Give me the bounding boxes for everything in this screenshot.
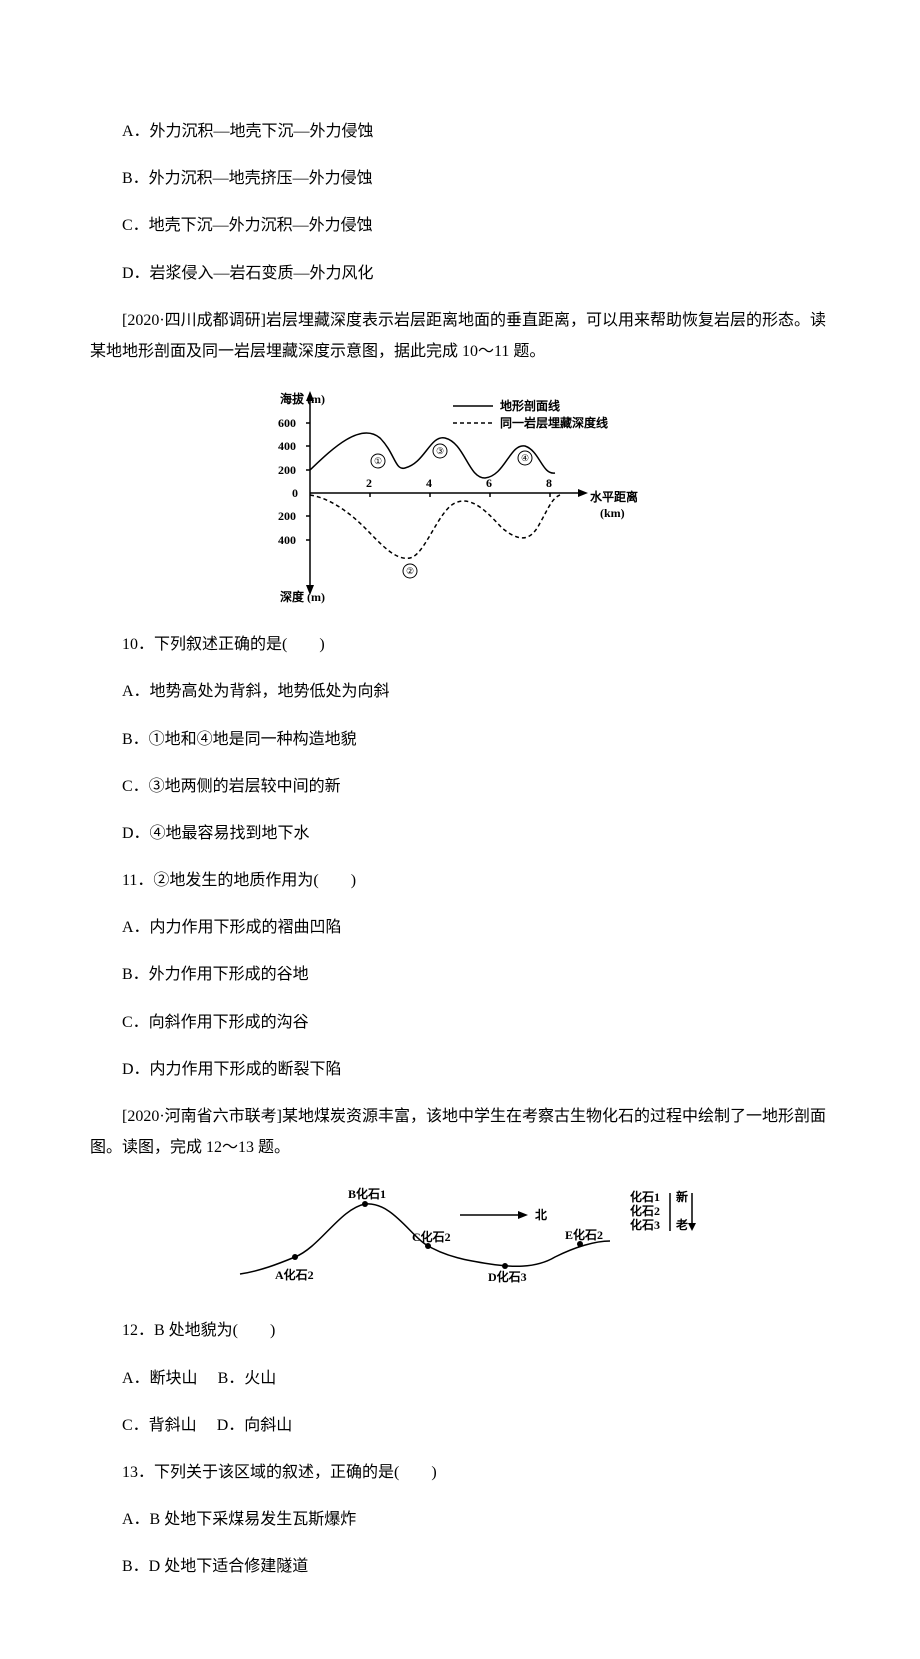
- q10-option-b: B．①地和④地是同一种构造地貌: [90, 724, 830, 755]
- fig2-point-c: C化石2: [412, 1229, 451, 1244]
- q10-option-a: A．地势高处为背斜，地势低处为向斜: [90, 676, 830, 707]
- q9-option-a: A．外力沉积—地壳下沉—外力侵蚀: [90, 116, 830, 147]
- q12-option-c: C．背斜山: [122, 1417, 197, 1434]
- fig1-y-axis-top-label: 海拔 (m): [280, 391, 325, 406]
- q12-option-b: B．火山: [218, 1370, 277, 1387]
- fig1-xtick-8: 8: [546, 476, 552, 490]
- fig1-legend-solid: 地形剖面线: [500, 398, 560, 413]
- q9-option-d: D．岩浆侵入—岩石变质—外力风化: [90, 258, 830, 289]
- q11-option-b: B．外力作用下形成的谷地: [90, 959, 830, 990]
- q12-option-a: A．断块山: [122, 1370, 198, 1387]
- fig1-xtick-2: 2: [366, 476, 372, 490]
- q13-option-b: B．D 处地下适合修建隧道: [90, 1551, 830, 1582]
- fig1-ytick-l400: 400: [278, 533, 296, 547]
- q11-option-d: D．内力作用下形成的断裂下陷: [90, 1054, 830, 1085]
- fig1-circled-3: ③: [436, 446, 444, 456]
- passage-10-11: [2020·四川成都调研]岩层埋藏深度表示岩层距离地面的垂直距离，可以用来帮助恢…: [90, 305, 830, 367]
- fig1-legend-dashed: 同一岩层埋藏深度线: [500, 415, 608, 430]
- figure-2: A化石2 B化石1 C化石2 D化石3 E化石2 北 化石1 新 化石2 化石3…: [200, 1179, 720, 1299]
- q13-stem: 13．下列关于该区域的叙述，正确的是( ): [90, 1457, 830, 1488]
- fig1-ytick-l200: 200: [278, 509, 296, 523]
- q10-option-c: C．③地两侧的岩层较中间的新: [90, 771, 830, 802]
- fig1-y-axis-bottom-label: 深度 (m): [280, 589, 325, 604]
- q12-options-ab: A．断块山 B．火山: [90, 1363, 830, 1394]
- fig2-legend-l2: 化石2: [630, 1203, 660, 1218]
- fig1-x-axis-unit: (km): [600, 506, 625, 520]
- fig2-legend-l3: 化石3: [630, 1217, 660, 1232]
- fig2-legend-l1b: 新: [676, 1189, 688, 1204]
- q9-option-c: C．地壳下沉—外力沉积—外力侵蚀: [90, 210, 830, 241]
- fig2-north-label: 北: [535, 1207, 547, 1222]
- figure-1: 600 400 200 0 200 400 2 4 6 8 海拔 (m) 深度 …: [220, 383, 700, 613]
- fig1-x-axis-label: 水平距离: [590, 489, 638, 504]
- fig1-ytick-400: 400: [278, 439, 296, 453]
- fig2-point-a: A化石2: [275, 1267, 314, 1282]
- q11-option-c: C．向斜作用下形成的沟谷: [90, 1007, 830, 1038]
- q9-option-b: B．外力沉积—地壳挤压—外力侵蚀: [90, 163, 830, 194]
- fig1-circled-2: ②: [406, 566, 414, 576]
- fig1-ytick-200: 200: [278, 463, 296, 477]
- q13-option-a: A．B 处地下采煤易发生瓦斯爆炸: [90, 1504, 830, 1535]
- fig1-ytick-0: 0: [292, 486, 298, 500]
- q11-stem: 11．②地发生的地质作用为( ): [90, 865, 830, 896]
- fig1-ytick-600: 600: [278, 416, 296, 430]
- q10-stem: 10．下列叙述正确的是( ): [90, 629, 830, 660]
- q12-options-cd: C．背斜山 D．向斜山: [90, 1410, 830, 1441]
- fig2-point-e: E化石2: [565, 1227, 603, 1242]
- q12-option-d: D．向斜山: [217, 1417, 293, 1434]
- fig2-point-d: D化石3: [488, 1269, 527, 1284]
- page-container: A．外力沉积—地壳下沉—外力侵蚀 B．外力沉积—地壳挤压—外力侵蚀 C．地壳下沉…: [0, 0, 920, 1659]
- fig2-legend-l3b: 老: [676, 1217, 688, 1232]
- q11-option-a: A．内力作用下形成的褶曲凹陷: [90, 912, 830, 943]
- q12-stem: 12．B 处地貌为( ): [90, 1315, 830, 1346]
- fig2-legend-l1: 化石1: [630, 1189, 660, 1204]
- fig1-xtick-4: 4: [426, 476, 432, 490]
- fig1-circled-1: ①: [374, 456, 382, 466]
- passage-12-13: [2020·河南省六市联考]某地煤炭资源丰富，该地中学生在考察古生物化石的过程中…: [90, 1101, 830, 1163]
- fig1-circled-4: ④: [521, 453, 529, 463]
- fig2-point-b: B化石1: [348, 1186, 386, 1201]
- q10-option-d: D．④地最容易找到地下水: [90, 818, 830, 849]
